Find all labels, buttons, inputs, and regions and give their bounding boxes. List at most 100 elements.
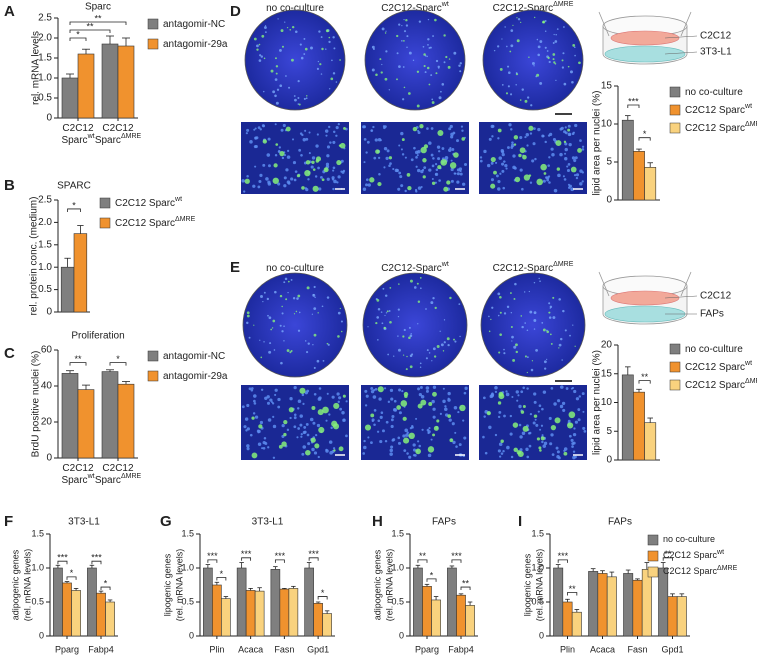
lipid [528,174,532,177]
x-tick-label: Plin [560,644,575,654]
stain-dot [279,48,282,52]
stain-dot [281,45,284,48]
stain-dot [417,323,419,325]
panel-letter: B [4,177,15,194]
lipid [279,151,285,157]
micrograph [242,272,348,378]
panel-letter: H [372,513,383,530]
stain-dot [430,301,434,305]
nucleus [546,178,550,182]
lipid [251,452,258,459]
nucleus [325,134,328,137]
nucleus [463,436,467,440]
nucleus [447,391,451,396]
nucleus [423,166,427,170]
stain-dot [295,310,298,313]
nucleus [329,141,332,144]
nucleus [406,452,409,455]
stain-dot [397,316,400,318]
legend-label: antagomir-29a [163,371,228,382]
legend-label: C2C12 Sparcwt [685,360,752,373]
error-bar [248,588,253,591]
nucleus [364,404,368,407]
nucleus [483,396,486,400]
nucleus [336,181,339,184]
nucleus [317,397,322,401]
nucleus [404,189,407,193]
stain-dot [321,47,324,51]
bar [101,43,119,119]
nucleus [438,179,441,182]
nucleus [326,145,331,149]
nucleus [365,178,369,182]
nucleus [266,401,271,405]
stain-dot [513,345,517,349]
lipid [396,405,401,410]
nucleus [501,150,505,154]
lipid [283,420,288,425]
error-bar [306,562,312,568]
x-tick-label: C2C12 [102,463,134,474]
nucleus [432,157,435,160]
stain-dot [513,297,516,300]
legend-swatch [147,370,159,382]
nucleus [311,156,316,160]
stain-dot [459,335,461,338]
nucleus [404,428,408,433]
nucleus [577,408,581,411]
stain-dot [267,314,269,317]
stain-dot [384,314,386,317]
stain-dot [324,48,327,50]
chart-title: FAPs [432,517,456,528]
stain-dot [529,310,533,314]
nucleus [526,144,529,147]
error-bar [106,35,114,44]
bar [203,567,213,637]
nucleus [557,173,561,178]
stain-dot [271,327,274,329]
nucleus [337,122,340,126]
micrograph-zoom [241,385,349,460]
lipid [440,159,448,166]
stain-dot [279,294,283,298]
nucleus [574,420,578,424]
stain-dot [448,58,451,60]
nucleus [313,451,318,455]
nucleus [329,451,333,455]
nucleus [365,394,369,398]
error-bar [73,588,79,591]
nucleus [283,176,287,180]
stain-dot [505,92,509,95]
nucleus [291,138,295,141]
nucleus [499,455,502,458]
stain-dot [383,326,386,330]
y-tick-label: 0.5 [531,596,544,606]
error-bar [670,593,675,597]
error-bar [636,148,642,152]
stain-dot [428,83,431,86]
nucleus [432,415,436,419]
nucleus [392,167,395,171]
stain-dot [422,45,425,48]
nucleus [575,173,580,177]
stain-dot [332,72,336,75]
stain-dot [536,73,540,77]
nucleus [293,416,297,420]
stain-dot [497,45,500,48]
nucleus [277,405,281,409]
stain-dot [403,30,407,33]
lipid [437,130,444,137]
nucleus [332,166,336,170]
stain-dot [512,24,514,26]
nucleus [253,402,257,405]
lipid [299,387,306,394]
legend-swatch [647,550,659,562]
stain-dot [284,277,288,281]
lipid [412,126,418,132]
stain-dot [279,84,283,88]
error-bar [458,593,464,596]
bar [606,576,617,637]
nucleus [550,387,554,390]
significance-label: * [76,29,80,39]
bar [621,119,634,201]
